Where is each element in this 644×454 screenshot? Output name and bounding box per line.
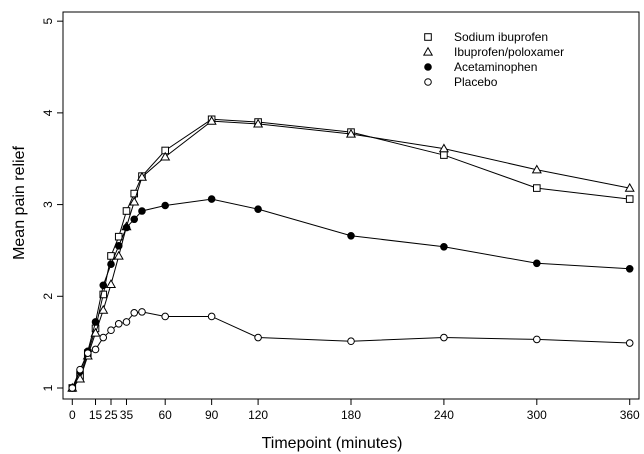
data-point-acetaminophen (114, 242, 123, 250)
data-point-placebo (440, 333, 448, 342)
series-line-placebo (71, 311, 630, 389)
x-axis: 0 15 25 35 60 90 120 180 240 300 360 (69, 399, 640, 422)
series-layer (67, 115, 635, 392)
data-point-placebo (114, 320, 123, 328)
data-point-acetaminophen (122, 223, 131, 232)
legend-label: Sodium ibuprofen (454, 30, 548, 44)
data-point-placebo (161, 312, 169, 321)
x-tick-label: 300 (527, 408, 547, 422)
data-point-ibuprofen-poloxamer (531, 164, 542, 174)
legend-marker (424, 78, 432, 86)
y-tick-label: 5 (41, 18, 55, 25)
y-tick-label: 1 (41, 384, 55, 391)
x-tick-label: 120 (248, 408, 268, 422)
series-line-sodium-ibuprofen (71, 118, 630, 389)
data-point-placebo (122, 318, 131, 326)
y-axis-label: Mean pain relief (11, 146, 28, 260)
data-point-ibuprofen-poloxamer (438, 143, 449, 153)
data-point-ibuprofen-poloxamer (129, 196, 140, 206)
data-point-ibuprofen-poloxamer (345, 128, 357, 138)
data-point-ibuprofen-poloxamer (136, 171, 148, 181)
x-tick-label: 15 (89, 408, 103, 422)
data-point-placebo (254, 333, 262, 342)
data-point-acetaminophen (91, 318, 100, 326)
data-point-acetaminophen (625, 264, 634, 273)
data-point-acetaminophen (440, 242, 448, 251)
legend-label: Acetaminophen (454, 60, 537, 74)
data-point-ibuprofen-poloxamer (113, 250, 124, 260)
data-point-placebo (99, 333, 108, 342)
data-point-acetaminophen (161, 201, 169, 210)
x-tick-label: 180 (341, 408, 361, 422)
data-point-placebo (533, 335, 541, 344)
data-point-ibuprofen-poloxamer (624, 182, 635, 192)
series-placebo (68, 308, 634, 392)
data-point-acetaminophen (207, 195, 216, 203)
data-point-sodium-ibuprofen (440, 151, 448, 159)
x-tick-label: 240 (434, 408, 454, 422)
data-point-sodium-ibuprofen (625, 195, 634, 203)
data-point-placebo (207, 312, 216, 321)
data-point-acetaminophen (347, 231, 355, 240)
data-point-sodium-ibuprofen (533, 184, 541, 192)
data-point-placebo (83, 349, 92, 357)
legend: Sodium ibuprofenIbuprofen/poloxamerAceta… (422, 30, 564, 89)
legend-label: Placebo (454, 75, 498, 89)
data-point-placebo (91, 345, 100, 354)
data-point-ibuprofen-poloxamer (74, 373, 86, 383)
data-point-placebo (76, 365, 84, 374)
data-point-ibuprofen-poloxamer (160, 151, 171, 161)
data-point-acetaminophen (130, 215, 139, 224)
data-point-acetaminophen (533, 259, 541, 268)
data-point-acetaminophen (107, 260, 115, 268)
x-axis-label: Timepoint (minutes) (262, 435, 403, 452)
series-ibuprofen-poloxamer (67, 115, 635, 392)
x-tick-label: 60 (159, 408, 173, 422)
series-acetaminophen (68, 195, 634, 392)
legend-marker (422, 46, 434, 56)
data-point-placebo (625, 339, 634, 347)
data-point-ibuprofen-poloxamer (253, 118, 264, 128)
series-sodium-ibuprofen (68, 115, 634, 392)
y-axis: 1 2 3 4 5 (41, 18, 63, 391)
data-point-placebo (130, 308, 139, 317)
x-tick-label: 0 (69, 408, 76, 422)
data-point-sodium-ibuprofen (114, 232, 123, 241)
data-point-placebo (138, 308, 146, 316)
data-point-placebo (107, 326, 115, 335)
x-tick-label: 25 (104, 408, 118, 422)
data-point-placebo (68, 384, 77, 392)
y-tick-label: 3 (41, 201, 55, 208)
x-tick-label: 90 (205, 408, 219, 422)
data-point-placebo (347, 337, 355, 346)
legend-marker (424, 63, 432, 71)
data-point-ibuprofen-poloxamer (98, 304, 109, 314)
legend-marker (424, 33, 432, 41)
data-point-sodium-ibuprofen (99, 290, 108, 299)
data-point-ibuprofen-poloxamer (105, 279, 117, 289)
x-tick-label: 35 (120, 408, 134, 422)
data-point-acetaminophen (254, 205, 262, 213)
data-point-acetaminophen (138, 207, 146, 215)
series-line-acetaminophen (71, 198, 630, 389)
data-point-sodium-ibuprofen (122, 207, 131, 215)
x-tick-label: 360 (620, 408, 640, 422)
data-point-ibuprofen-poloxamer (90, 327, 101, 337)
data-point-ibuprofen-poloxamer (206, 115, 217, 125)
y-tick-label: 2 (41, 293, 55, 300)
y-tick-label: 4 (41, 109, 55, 116)
data-point-acetaminophen (99, 281, 108, 290)
legend-label: Ibuprofen/poloxamer (454, 45, 564, 59)
